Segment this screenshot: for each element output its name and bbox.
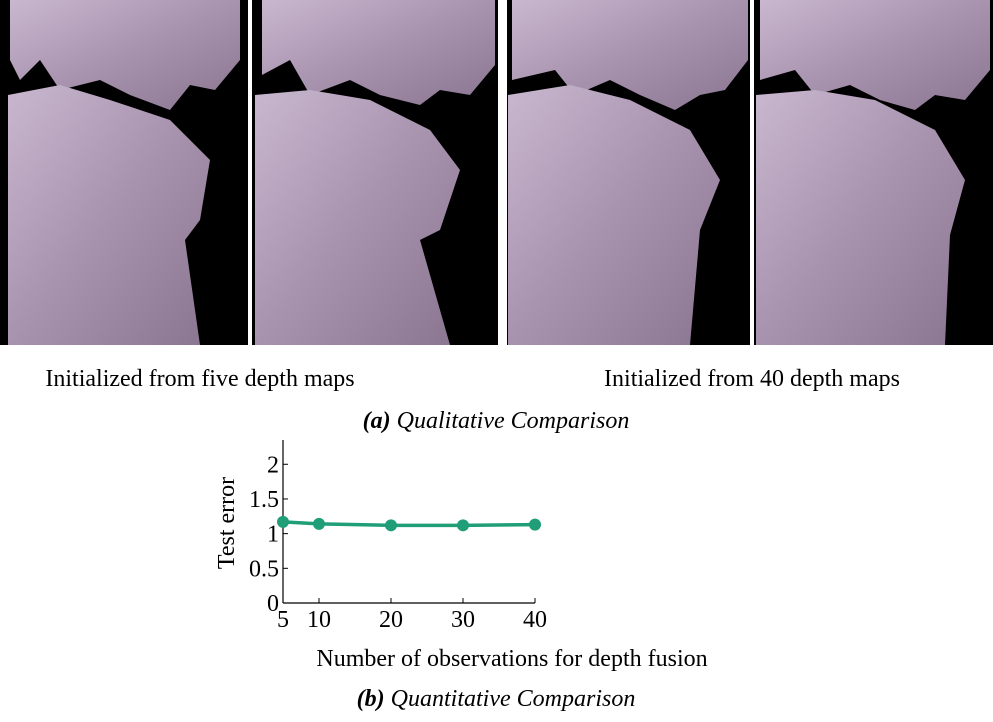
panel-title: Quantitative Comparison — [391, 686, 636, 712]
y-tick-label: 2 — [267, 452, 279, 478]
render-image — [0, 0, 248, 345]
panel-caption: (a) Qualitative Comparison — [363, 408, 630, 434]
y-axis-label: Test error — [214, 477, 240, 569]
x-tick-label: 5 — [277, 607, 289, 633]
panel-title: Qualitative Comparison — [397, 408, 630, 434]
figure: Initialized from five depth maps Initial… — [0, 0, 993, 717]
render-image — [754, 0, 993, 345]
y-tick-label: 0.5 — [249, 556, 279, 582]
render-panels — [0, 0, 993, 345]
image-caption: Initialized from five depth maps — [45, 366, 354, 392]
data-point — [385, 519, 397, 531]
panel-caption: (b) Quantitative Comparison — [357, 686, 636, 712]
panel-label: (b) — [357, 686, 385, 712]
image-caption: Initialized from 40 depth maps — [604, 366, 900, 392]
data-point — [529, 519, 541, 531]
y-tick-label: 1.5 — [249, 487, 279, 513]
x-tick-label: 10 — [307, 607, 331, 633]
x-tick-label: 20 — [379, 607, 403, 633]
render-image — [252, 0, 498, 345]
page: Initialized from five depth maps Initial… — [0, 0, 993, 717]
x-axis-label: Number of observations for depth fusion — [316, 646, 707, 672]
panel-label: (a) — [363, 408, 391, 434]
render-image — [507, 0, 750, 345]
x-tick-label: 40 — [523, 607, 547, 633]
data-point — [277, 516, 289, 528]
data-point — [457, 519, 469, 531]
data-point — [313, 518, 325, 530]
x-tick-label: 30 — [451, 607, 475, 633]
y-tick-label: 1 — [267, 522, 279, 548]
